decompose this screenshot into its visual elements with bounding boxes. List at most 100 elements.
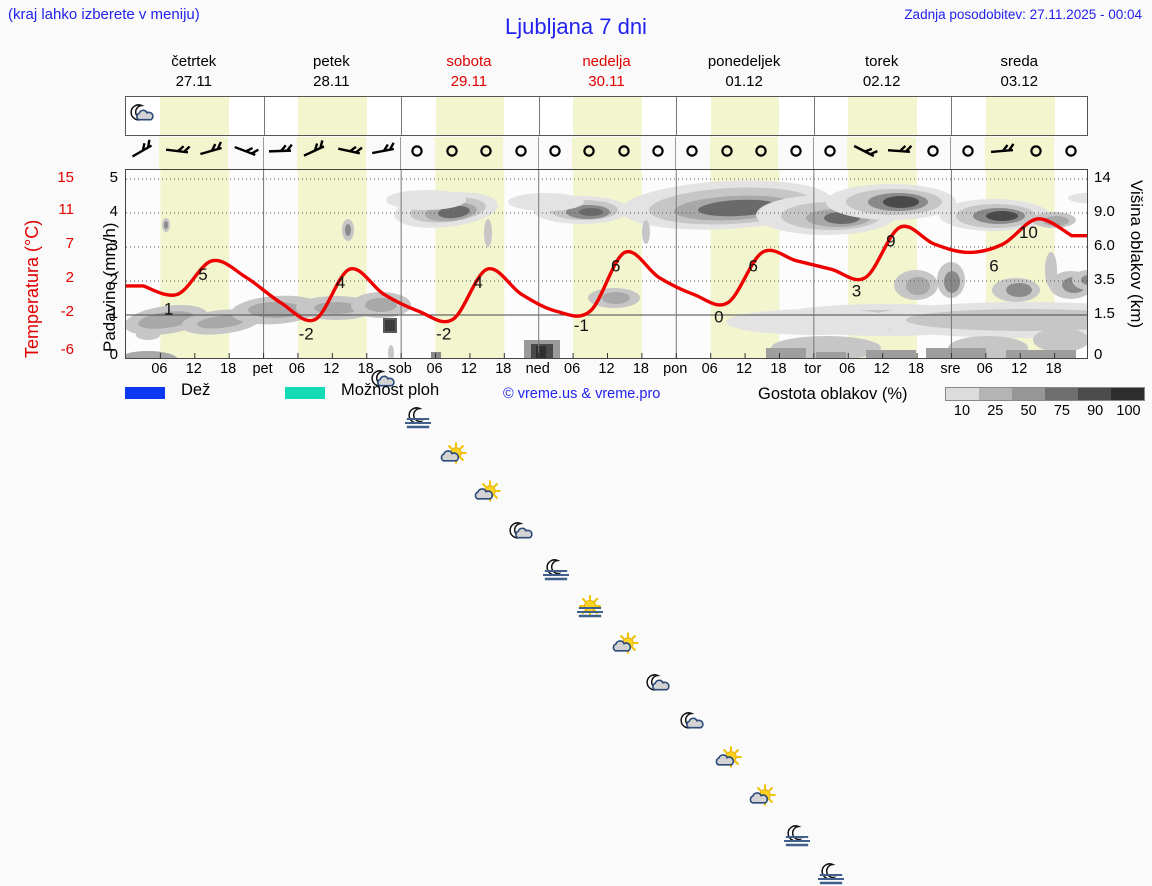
wind-calm-icon	[506, 137, 536, 169]
day-date: 03.12	[1000, 73, 1039, 90]
temperature-value-label: 4	[336, 273, 345, 292]
moon-fog-icon	[541, 553, 571, 591]
weather-icon-row	[125, 96, 1088, 885]
x-axis-tick-labels: 06 12 18 pet 06 12 18 sob 06 12 18 ned 06 12 18 pon 06 12…	[125, 361, 1088, 381]
day-separator	[675, 137, 677, 169]
wind-barb-icon	[230, 137, 260, 169]
x-tick-label: 06	[151, 361, 168, 377]
density-tick: 25	[987, 403, 1004, 419]
daylight-band	[985, 97, 1055, 135]
shower-legend-label: Možnost ploh	[341, 381, 440, 399]
day-date: 30.11	[588, 73, 625, 90]
wind-calm-icon	[677, 137, 707, 169]
wind-calm-icon	[437, 137, 467, 169]
shower-legend-swatch	[285, 387, 325, 399]
day-date: 29.11	[450, 73, 488, 90]
precip-tick: 0	[109, 346, 118, 363]
temperature-value-label: 9	[886, 231, 895, 250]
density-swatch-90	[1078, 388, 1111, 400]
day-separator	[401, 97, 403, 135]
wind-calm-icon	[918, 137, 948, 169]
cloud-height-tick: 3.5	[1094, 271, 1115, 288]
day-separator	[263, 97, 265, 135]
day-separator	[400, 137, 402, 169]
day-separator	[676, 97, 678, 135]
temperature-curve	[126, 217, 1087, 324]
wind-calm-icon	[574, 137, 604, 169]
density-tick: 10	[953, 403, 971, 419]
temperature-tick: -2	[60, 303, 74, 320]
forecast-plot: 1 5 -2 4 -2 4 -1 6 0 6 3 9 6 10	[125, 169, 1088, 359]
day-date: 02.12	[862, 73, 901, 90]
day-name: petek	[313, 53, 350, 70]
precip-tick: 2	[109, 271, 118, 288]
sun-cloud-icon	[747, 781, 777, 819]
daylight-band	[573, 97, 642, 135]
copyright-link[interactable]: © vreme.us & vreme.pro	[503, 386, 661, 402]
temperature-value-label: 6	[989, 256, 998, 275]
temperature-tick: 15	[57, 169, 74, 186]
wind-calm-icon	[815, 137, 845, 169]
cloud-density-field	[126, 180, 1087, 358]
precip-tick: 3	[109, 237, 118, 254]
x-tick-label: 12	[323, 361, 340, 377]
daylight-band	[160, 97, 230, 135]
sun-cloud-icon	[472, 477, 502, 515]
cloud-height-tick: 14	[1094, 169, 1111, 186]
density-swatch-50	[1012, 388, 1045, 400]
x-tick-label: tor	[804, 361, 822, 377]
day-name: torek	[865, 53, 899, 70]
day-header-7: sreda 03.12	[950, 52, 1088, 94]
day-separator	[950, 137, 952, 169]
page-title: Ljubljana 7 dni	[505, 14, 647, 39]
day-header-3: sobota 29.11	[400, 52, 538, 94]
density-tick: 100	[1116, 403, 1141, 419]
daylight-band	[572, 137, 641, 169]
x-tick-label: pon	[663, 361, 688, 377]
day-name: četrtek	[171, 53, 217, 70]
day-separator	[951, 97, 953, 135]
x-tick-label: 12	[873, 361, 890, 377]
x-tick-label: 06	[426, 361, 443, 377]
x-tick-label: ned	[525, 361, 550, 377]
moon-cloud-icon	[644, 667, 674, 705]
x-tick-label: 06	[564, 361, 581, 377]
wind-calm-icon	[1021, 137, 1051, 169]
temperature-tick: 2	[65, 269, 74, 286]
temperature-point-labels: 1 5 -2 4 -2 4 -1 6 0 6 3 9 6 10	[164, 223, 1038, 344]
wind-calm-icon	[712, 137, 742, 169]
moon-cloud-icon	[507, 515, 537, 553]
daylight-band	[709, 137, 779, 169]
day-date: 01.12	[725, 73, 763, 90]
location-hint: (kraj lahko izberete v meniju)	[8, 6, 200, 23]
temperature-value-label: 6	[611, 256, 620, 275]
temperature-value-label: 0	[714, 308, 723, 327]
sun-cloud-icon	[610, 629, 640, 667]
rain-legend-swatch	[125, 387, 165, 399]
moon-cloud-icon	[128, 97, 158, 135]
temperature-value-label: -2	[436, 324, 451, 343]
density-swatch-100	[1111, 388, 1144, 400]
temperature-value-label: 6	[749, 256, 758, 275]
wind-calm-icon	[540, 137, 570, 169]
last-updated: Zadnja posodobitev: 27.11.2025 - 00:04	[904, 7, 1142, 22]
wind-calm-icon	[1056, 137, 1086, 169]
x-tick-label: 18	[632, 361, 649, 377]
day-separator	[537, 137, 539, 169]
x-tick-label: 06	[839, 361, 856, 377]
wind-barb-icon	[299, 137, 329, 169]
sun-fog-icon	[575, 591, 605, 629]
x-tick-label: 06	[288, 361, 306, 377]
temperature-tick: 7	[65, 235, 74, 252]
rain-legend-label: Dež	[181, 381, 211, 399]
daylight-band	[710, 97, 780, 135]
wind-barb-icon	[334, 137, 364, 169]
density-swatch-10	[946, 388, 979, 400]
daylight-band	[297, 97, 367, 135]
density-tick: 50	[1020, 403, 1037, 419]
precip-tick: 1	[109, 305, 118, 322]
x-tick-label: 18	[495, 361, 512, 377]
wind-barb-icon	[368, 137, 398, 169]
day-separator	[538, 97, 540, 135]
daylight-band	[159, 137, 229, 169]
